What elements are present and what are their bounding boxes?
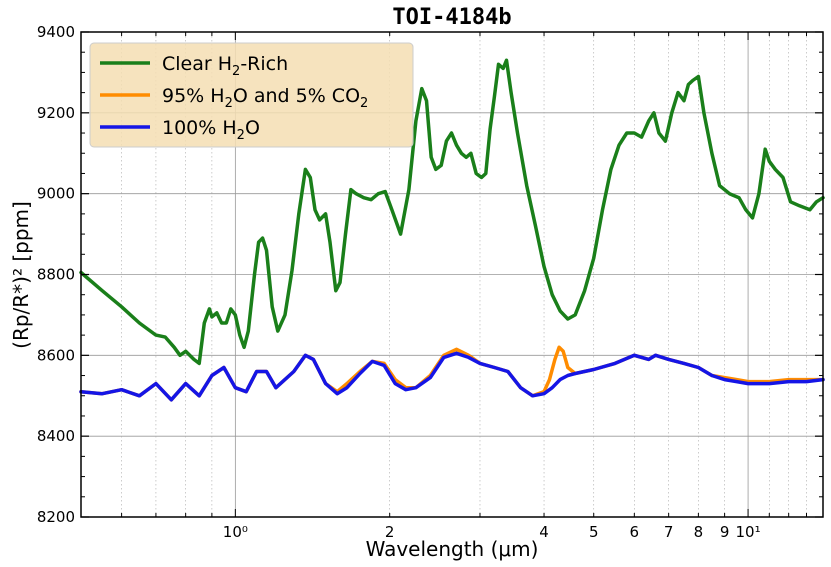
- legend-label-text: O: [245, 117, 260, 139]
- legend-label-text: 95% H: [162, 85, 225, 107]
- legend-label-clear-h2-rich: Clear H2-Rich: [162, 53, 288, 79]
- x-tick-label: 4: [539, 523, 549, 541]
- x-tick-label: 8: [694, 523, 704, 541]
- legend-label-subscript: 2: [225, 96, 233, 111]
- x-tick-label: 9: [720, 523, 730, 541]
- legend-label-subscript: 2: [237, 128, 245, 143]
- y-tick-label: 9400: [37, 23, 75, 41]
- y-axis-label: (Rp/R*)² [ppm]: [9, 201, 33, 349]
- y-tick-label: 8400: [37, 427, 75, 445]
- series-line-100-h-o: [79, 351, 825, 402]
- y-tick-label: 8800: [37, 266, 75, 284]
- x-tick-label: 10¹: [736, 523, 761, 541]
- y-tick-label: 8600: [37, 346, 75, 364]
- x-tick-label: 7: [664, 523, 674, 541]
- x-tick-label: 5: [589, 523, 599, 541]
- axis-ticks: 8200 8400 8600 8800 9000 9200 9400 10⁰ 2 4 5 6 7 8 9 10…: [37, 23, 823, 541]
- legend-label-text: -Rich: [240, 53, 288, 75]
- x-tick-label: 6: [630, 523, 640, 541]
- legend-label-h2o-co2: 95% H2O and 5% CO2: [162, 85, 368, 111]
- legend-label-text: O and 5% CO: [233, 85, 360, 107]
- legend-label-subscript: 2: [360, 96, 368, 111]
- x-tick-label: 10⁰: [223, 523, 248, 541]
- chart-title: TOI-4184b: [392, 5, 511, 30]
- y-tick-label: 9200: [37, 104, 75, 122]
- series-layer: [79, 58, 825, 402]
- legend-label-subscript: 2: [232, 64, 240, 79]
- legend: Clear H2-Rich 95% H2O and 5% CO2 100% H2…: [89, 42, 414, 148]
- x-tick-label: 2: [385, 523, 395, 541]
- y-tick-label: 8200: [37, 508, 75, 526]
- legend-label-text: 100% H: [162, 117, 237, 139]
- legend-box: [89, 42, 414, 148]
- legend-label-text: Clear H: [162, 53, 232, 75]
- y-tick-label: 9000: [37, 185, 75, 203]
- series-line-clear-h-rich: [79, 58, 825, 366]
- x-axis-label: Wavelength (μm): [366, 537, 539, 561]
- legend-label-100-h2o: 100% H2O: [162, 117, 260, 143]
